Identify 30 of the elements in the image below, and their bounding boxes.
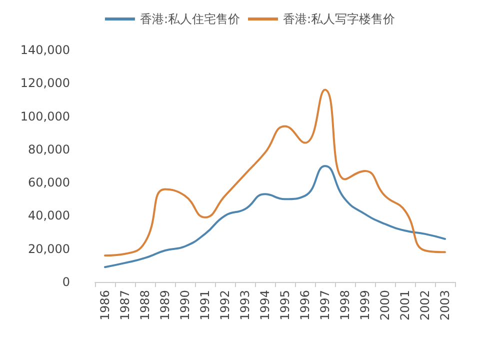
x-tick-label: 2003 xyxy=(438,290,452,321)
x-tick-label: 1995 xyxy=(278,290,292,321)
x-tick-label: 1997 xyxy=(318,290,332,321)
x-tick-label: 2001 xyxy=(398,290,412,321)
x-tick-label: 2002 xyxy=(418,290,432,321)
y-tick-label: 20,000 xyxy=(28,242,70,256)
x-tick-label: 1993 xyxy=(238,290,252,321)
x-tick-label: 1989 xyxy=(158,290,172,321)
y-tick-label: 60,000 xyxy=(28,176,70,190)
x-tick-label: 1991 xyxy=(198,290,212,321)
x-tick-label: 1987 xyxy=(118,290,132,321)
legend-label: 香港:私人写字楼售价 xyxy=(283,12,396,26)
x-tick-label: 1999 xyxy=(358,290,372,321)
y-tick-label: 40,000 xyxy=(28,208,70,223)
y-tick-label: 0 xyxy=(62,275,70,289)
y-tick-label: 80,000 xyxy=(28,142,70,156)
x-tick-label: 1990 xyxy=(178,290,192,321)
x-tick-label: 1994 xyxy=(258,290,272,321)
x-tick-label: 1996 xyxy=(298,290,312,321)
y-tick-label: 100,000 xyxy=(20,109,70,124)
x-tick-label: 2000 xyxy=(378,290,392,321)
legend-label: 香港:私人住宅售价 xyxy=(140,12,240,26)
line-series xyxy=(104,165,446,268)
y-tick-label: 120,000 xyxy=(20,76,70,90)
y-tick-label: 140,000 xyxy=(20,43,70,57)
x-tick-label: 1986 xyxy=(98,290,112,321)
x-tick-label: 1992 xyxy=(218,290,232,321)
x-tick-label: 1998 xyxy=(338,290,352,321)
x-tick-label: 1988 xyxy=(138,290,152,321)
line-series xyxy=(104,88,446,256)
